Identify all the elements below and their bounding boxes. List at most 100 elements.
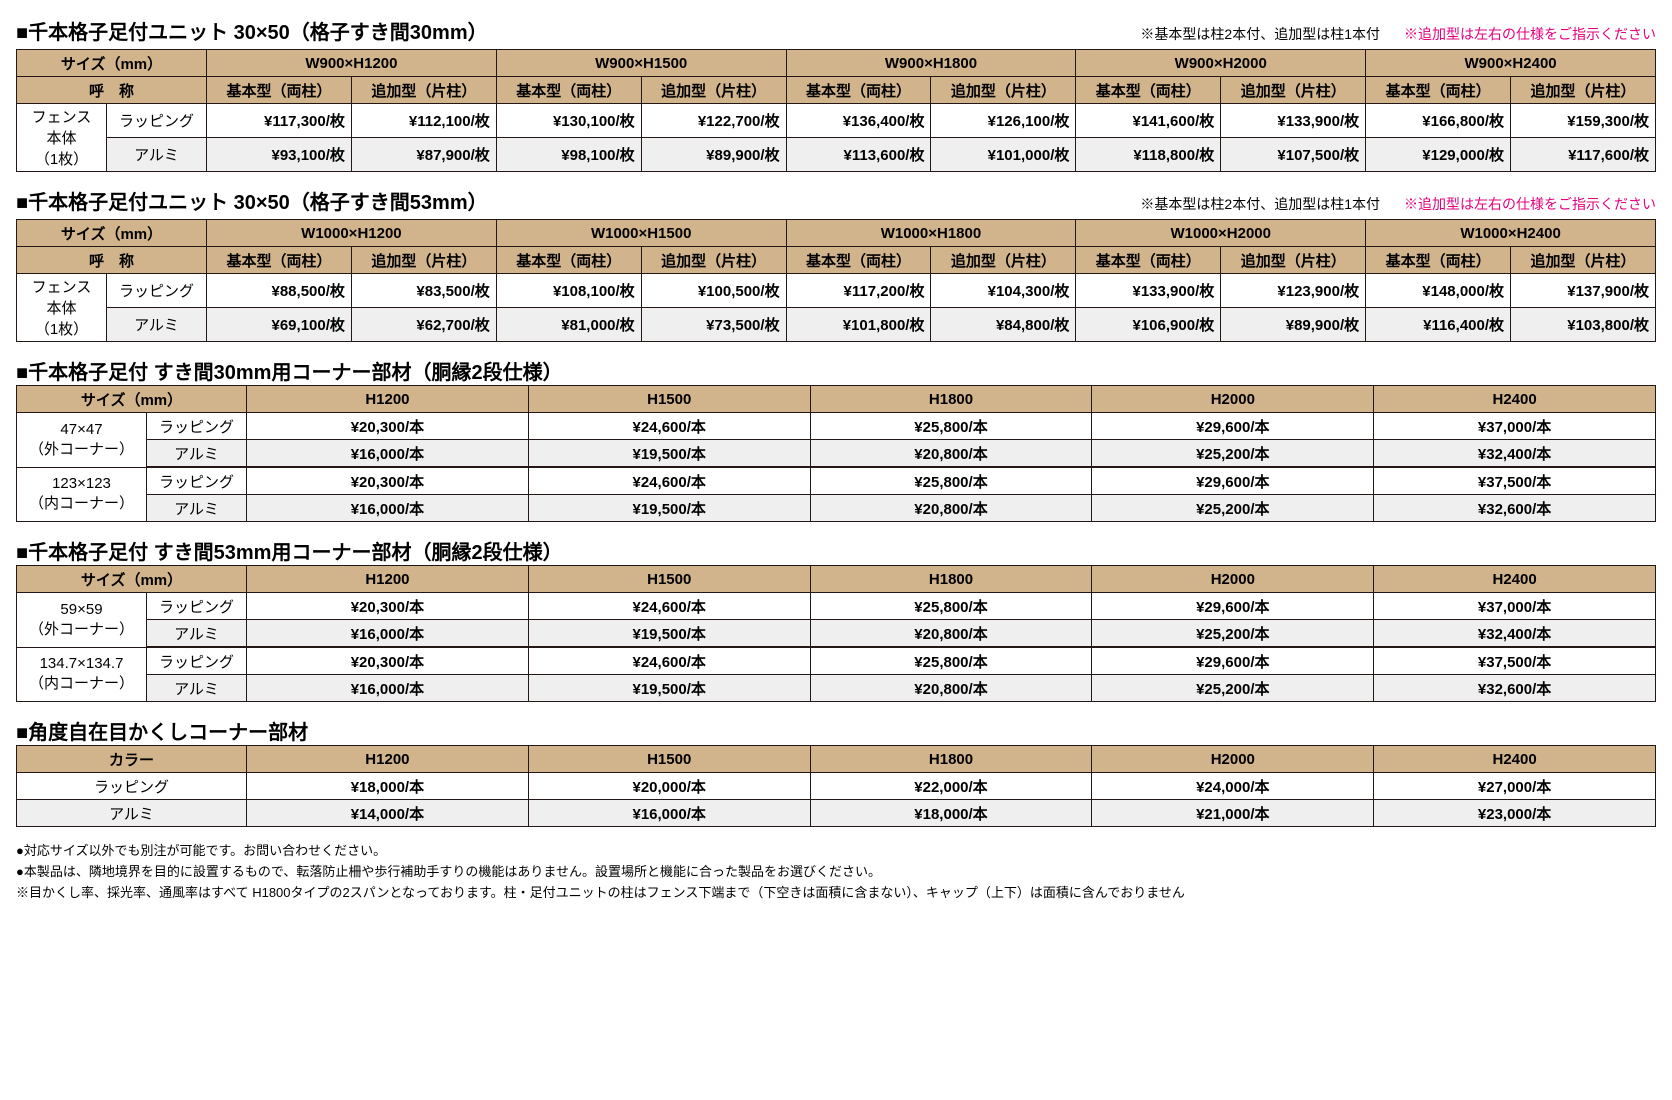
- price-cell: ¥25,800/本: [810, 413, 1092, 440]
- row-label: ラッピング: [17, 773, 247, 800]
- price-cell: ¥116,400/枚: [1366, 308, 1511, 342]
- price-cell: ¥29,600/本: [1092, 467, 1374, 495]
- size-col: H2400: [1374, 386, 1656, 413]
- footnote-2: 本製品は、隣地境界を目的に設置するもので、転落防止柵や歩行補助手すりの機能はあり…: [16, 862, 1656, 883]
- price-cell: ¥101,800/枚: [786, 308, 931, 342]
- row-label: ラッピング: [107, 274, 207, 308]
- price-cell: ¥24,600/本: [528, 593, 810, 620]
- table-row: アルミ ¥69,100/枚 ¥62,700/枚 ¥81,000/枚 ¥73,50…: [17, 308, 1656, 342]
- price-cell: ¥24,000/本: [1092, 773, 1374, 800]
- section1-title: ■千本格子足付ユニット 30×50（格子すき間30mm）: [16, 16, 488, 45]
- size-col: H1500: [528, 566, 810, 593]
- price-cell: ¥73,500/枚: [641, 308, 786, 342]
- table-section3: サイズ（mm） H1200 H1500 H1800 H2000 H2400 47…: [16, 385, 1656, 522]
- price-cell: ¥20,300/本: [247, 467, 529, 495]
- price-cell: ¥84,800/枚: [931, 308, 1076, 342]
- price-cell: ¥27,000/本: [1374, 773, 1656, 800]
- size-label: サイズ（mm）: [17, 566, 247, 593]
- price-cell: ¥20,800/本: [810, 495, 1092, 522]
- name-label: 呼 称: [17, 77, 207, 104]
- price-cell: ¥25,800/本: [810, 647, 1092, 675]
- price-cell: ¥93,100/枚: [207, 138, 352, 172]
- subcol: 基本型（両柱）: [1366, 247, 1511, 274]
- price-cell: ¥87,900/枚: [351, 138, 496, 172]
- table-row: 47×47（外コーナー） ラッピング ¥20,300/本 ¥24,600/本 ¥…: [17, 413, 1656, 440]
- size-col: H1200: [247, 746, 529, 773]
- price-cell: ¥20,000/本: [528, 773, 810, 800]
- price-cell: ¥25,200/本: [1092, 440, 1374, 468]
- price-cell: ¥141,600/枚: [1076, 104, 1221, 138]
- table-row: ラッピング ¥18,000/本 ¥20,000/本 ¥22,000/本 ¥24,…: [17, 773, 1656, 800]
- subcol: 追加型（片柱）: [931, 247, 1076, 274]
- price-cell: ¥62,700/枚: [351, 308, 496, 342]
- section2-title: ■千本格子足付ユニット 30×50（格子すき間53mm）: [16, 186, 488, 215]
- footnote-1: 対応サイズ以外でも別注が可能です。お問い合わせください。: [16, 841, 1656, 862]
- row-group: 59×59（外コーナー）: [17, 593, 147, 648]
- table-row: アルミ ¥16,000/本 ¥19,500/本 ¥20,800/本 ¥25,20…: [17, 675, 1656, 702]
- price-cell: ¥24,600/本: [528, 467, 810, 495]
- size-col: W1000×H2000: [1076, 220, 1366, 247]
- price-cell: ¥130,100/枚: [496, 104, 641, 138]
- subcol: 追加型（片柱）: [351, 77, 496, 104]
- row-label: アルミ: [147, 675, 247, 702]
- subcol: 基本型（両柱）: [496, 77, 641, 104]
- size-col: H1800: [810, 746, 1092, 773]
- price-cell: ¥14,000/本: [247, 800, 529, 827]
- price-cell: ¥159,300/枚: [1511, 104, 1656, 138]
- color-label: カラー: [17, 746, 247, 773]
- subcol: 基本型（両柱）: [1366, 77, 1511, 104]
- price-cell: ¥83,500/枚: [351, 274, 496, 308]
- price-cell: ¥81,000/枚: [496, 308, 641, 342]
- price-cell: ¥16,000/本: [247, 675, 529, 702]
- price-cell: ¥19,500/本: [528, 440, 810, 468]
- subcol: 基本型（両柱）: [1076, 77, 1221, 104]
- subcol: 基本型（両柱）: [786, 77, 931, 104]
- price-cell: ¥29,600/本: [1092, 593, 1374, 620]
- price-cell: ¥24,600/本: [528, 413, 810, 440]
- table-row: 134.7×134.7（内コーナー） ラッピング ¥20,300/本 ¥24,6…: [17, 647, 1656, 675]
- price-cell: ¥32,400/本: [1374, 620, 1656, 648]
- table-row: アルミ ¥16,000/本 ¥19,500/本 ¥20,800/本 ¥25,20…: [17, 440, 1656, 468]
- price-cell: ¥98,100/枚: [496, 138, 641, 172]
- size-col: W900×H1800: [786, 50, 1076, 77]
- price-cell: ¥37,500/本: [1374, 467, 1656, 495]
- price-cell: ¥20,300/本: [247, 647, 529, 675]
- size-col: H1500: [528, 746, 810, 773]
- row-group-l2: 本体: [46, 300, 76, 317]
- price-cell: ¥25,200/本: [1092, 675, 1374, 702]
- size-col: H2000: [1092, 386, 1374, 413]
- price-cell: ¥136,400/枚: [786, 104, 931, 138]
- section-corner-53mm: ■千本格子足付 すき間53mm用コーナー部材（胴縁2段仕様） サイズ（mm） H…: [16, 536, 1656, 702]
- price-cell: ¥21,000/本: [1092, 800, 1374, 827]
- price-cell: ¥129,000/枚: [1366, 138, 1511, 172]
- price-cell: ¥117,300/枚: [207, 104, 352, 138]
- price-cell: ¥16,000/本: [247, 440, 529, 468]
- price-cell: ¥106,900/枚: [1076, 308, 1221, 342]
- price-cell: ¥24,600/本: [528, 647, 810, 675]
- price-cell: ¥103,800/枚: [1511, 308, 1656, 342]
- price-cell: ¥19,500/本: [528, 620, 810, 648]
- price-cell: ¥29,600/本: [1092, 413, 1374, 440]
- table-section4: サイズ（mm） H1200 H1500 H1800 H2000 H2400 59…: [16, 565, 1656, 702]
- section2-note2: ※追加型は左右の仕様をご指示ください: [1404, 194, 1656, 214]
- table-row: 123×123（内コーナー） ラッピング ¥20,300/本 ¥24,600/本…: [17, 467, 1656, 495]
- row-label: アルミ: [107, 138, 207, 172]
- size-col: W1000×H1800: [786, 220, 1076, 247]
- row-group: 47×47（外コーナー）: [17, 413, 147, 468]
- price-cell: ¥133,900/枚: [1076, 274, 1221, 308]
- price-cell: ¥25,800/本: [810, 467, 1092, 495]
- row-group-l3: （1枚）: [35, 321, 88, 338]
- subcol: 基本型（両柱）: [207, 247, 352, 274]
- size-label: サイズ（mm）: [17, 220, 207, 247]
- size-col: H1200: [247, 566, 529, 593]
- size-col: W1000×H1200: [207, 220, 497, 247]
- size-col: W1000×H1500: [496, 220, 786, 247]
- price-cell: ¥22,000/本: [810, 773, 1092, 800]
- price-cell: ¥18,000/本: [247, 773, 529, 800]
- subcol: 基本型（両柱）: [496, 247, 641, 274]
- size-col: W1000×H2400: [1366, 220, 1656, 247]
- footnote-3: 目かくし率、採光率、通風率はすべて H1800タイプの2スパンとなっております。…: [16, 883, 1656, 904]
- table-row: 59×59（外コーナー） ラッピング ¥20,300/本 ¥24,600/本 ¥…: [17, 593, 1656, 620]
- row-group: 123×123（内コーナー）: [17, 467, 147, 522]
- table-row: アルミ ¥93,100/枚 ¥87,900/枚 ¥98,100/枚 ¥89,90…: [17, 138, 1656, 172]
